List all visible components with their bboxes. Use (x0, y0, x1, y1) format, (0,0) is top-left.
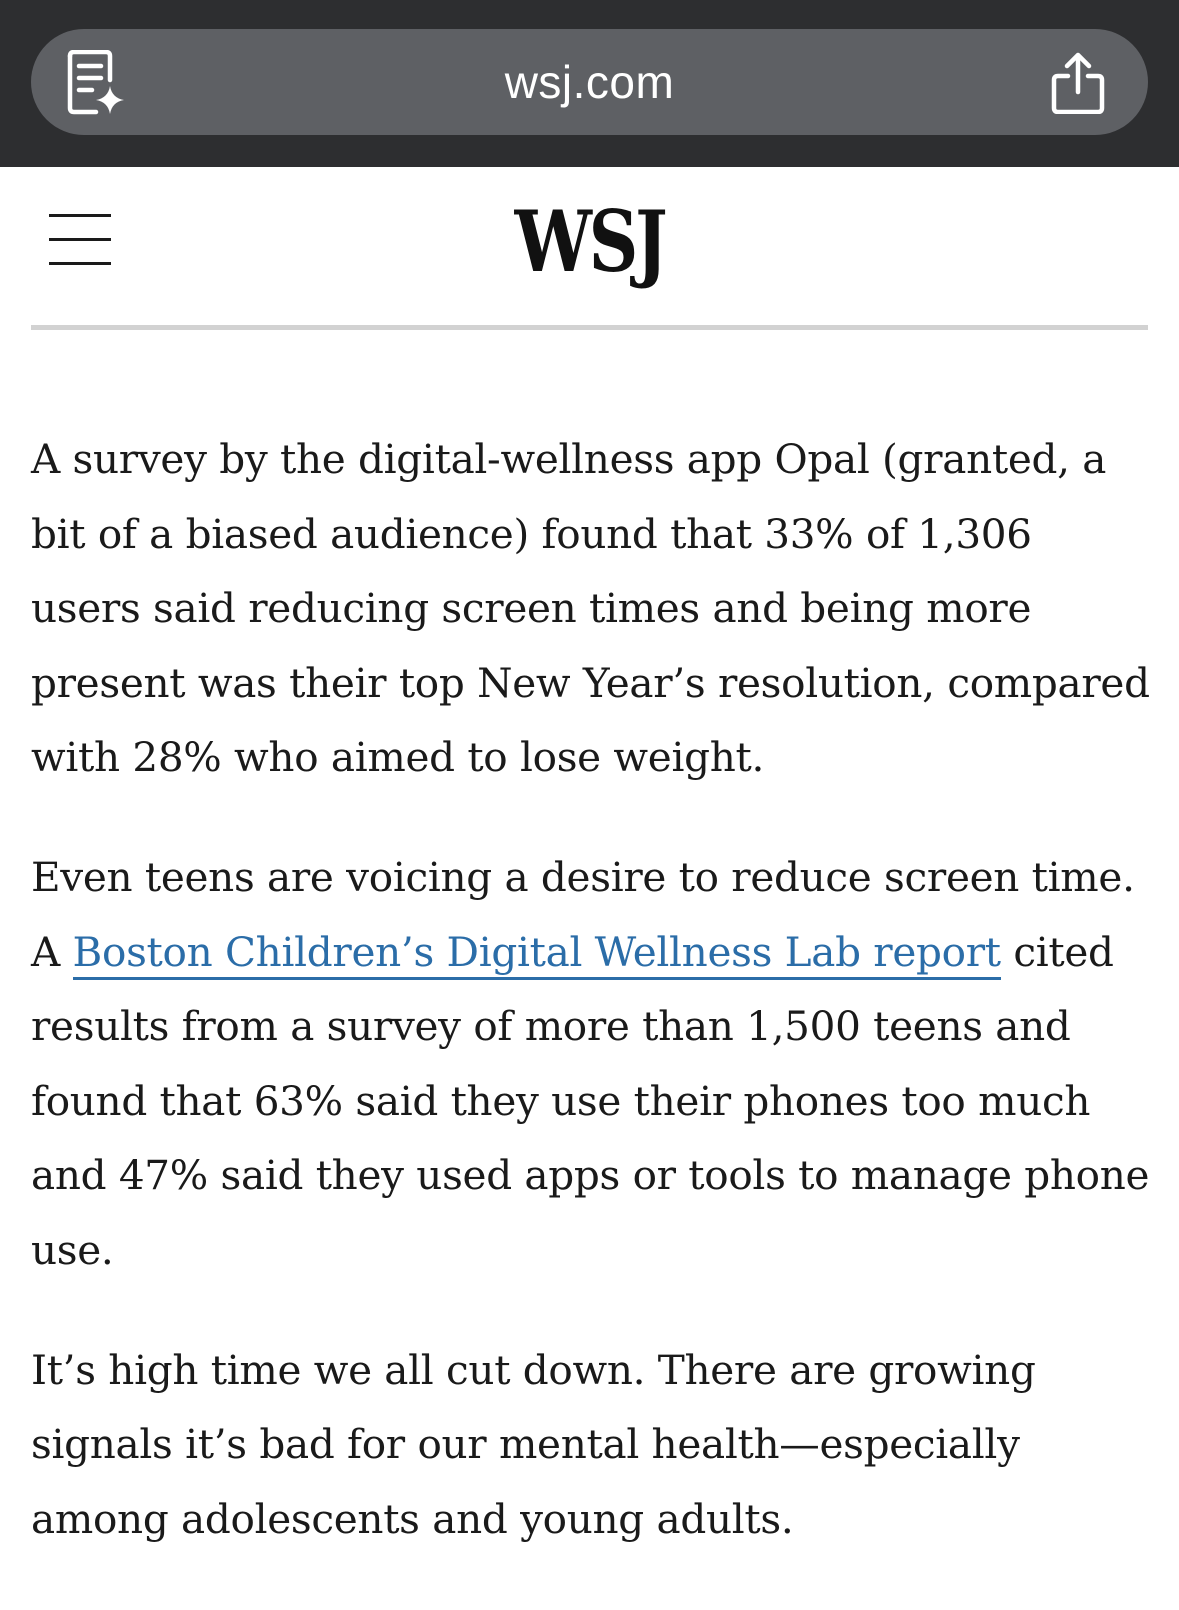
browser-toolbar: wsj.com (0, 0, 1179, 167)
paragraph-2-text-start: Even teens are voicing a desire to reduc… (31, 852, 1135, 976)
site-header: WSJ (0, 167, 1179, 327)
header-divider (31, 325, 1148, 330)
boston-childrens-report-link[interactable]: Boston Children’s Digital Wellness Lab r… (72, 927, 1001, 980)
paragraph-2-text-end: cited results from a survey of more than… (31, 927, 1150, 1274)
paragraph-1: A survey by the digital-wellness app Opa… (31, 435, 1150, 782)
url-text[interactable]: wsj.com (504, 56, 675, 108)
share-icon[interactable] (1050, 52, 1106, 114)
wsj-logo[interactable]: WSJ (514, 192, 668, 291)
article-body: A survey by the digital-wellness app Opa… (31, 422, 1151, 1601)
paragraph-2: Even teens are voicing a desire to reduc… (31, 840, 1151, 1288)
address-bar[interactable]: wsj.com (31, 29, 1148, 135)
reader-summary-icon[interactable] (62, 50, 132, 116)
paragraph-3: It’s high time we all cut down. There ar… (31, 1345, 1036, 1543)
hamburger-menu-icon[interactable] (49, 214, 111, 266)
